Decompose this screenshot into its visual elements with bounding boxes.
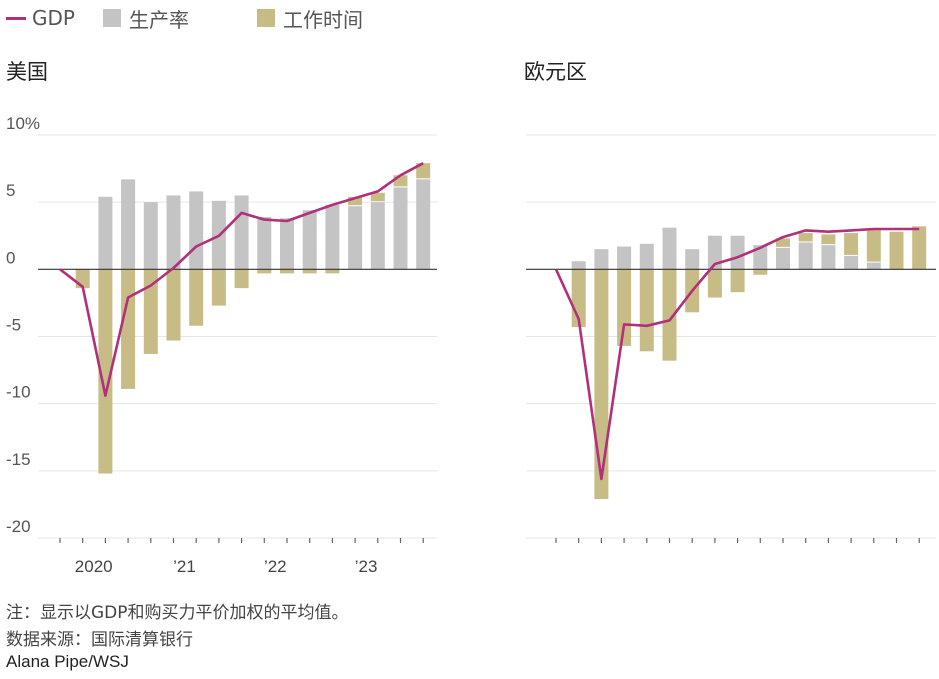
eurozone-hours-bar (639, 269, 654, 352)
eurozone-productivity-bar (753, 245, 768, 270)
us-productivity-bar (393, 187, 408, 270)
us-gdp-line (59, 162, 424, 397)
footer-credit: Alana Pipe/WSJ (6, 652, 129, 671)
us-panel-title: 美国 (6, 60, 48, 84)
eurozone-hours-bar (912, 226, 927, 270)
us-hours-bar (416, 163, 431, 179)
eurozone-gdp-line (554, 227, 920, 481)
gdp-swatch-icon (6, 16, 26, 20)
us-ytick-label: 5 (6, 181, 15, 200)
us-hours-bar (302, 269, 317, 274)
us-hours-bar (234, 269, 249, 289)
eurozone-productivity-bar (639, 243, 654, 270)
us-xtick-label: ’22 (264, 557, 287, 576)
eurozone-productivity-bar (685, 249, 700, 270)
eurozone-hours-bar (889, 231, 904, 270)
us-hours-bar (189, 269, 204, 326)
eurozone-hours-bar (594, 269, 609, 500)
us-productivity-bar (280, 218, 294, 270)
eurozone-hours-bar (798, 233, 813, 242)
us-hours-bar (393, 175, 408, 187)
footer-source: 数据来源：国际清算银行 (6, 630, 193, 650)
us-ytick-label: 10% (6, 114, 40, 133)
eurozone-productivity-bar (866, 262, 881, 270)
us-xtick-label: ’23 (355, 557, 378, 576)
us-hours-bar (98, 269, 113, 474)
eurozone-productivity-bar (662, 227, 677, 270)
eurozone-hours-bar (821, 234, 836, 245)
eurozone-hours-bar (662, 269, 677, 361)
eurozone-productivity-bar (798, 242, 813, 270)
us-productivity-bar (416, 179, 431, 270)
us-hours-bar (143, 269, 158, 354)
us-productivity-bar (98, 196, 113, 270)
hours-swatch-icon (256, 9, 275, 27)
eurozone-productivity-bar (730, 235, 745, 270)
eurozone-productivity-bar (594, 249, 609, 270)
eurozone-productivity-bar (844, 255, 859, 270)
eurozone-panel-title: 欧元区 (524, 60, 587, 84)
legend-hours-label: 工作时间 (282, 7, 363, 32)
eurozone-productivity-bar (571, 261, 586, 270)
eurozone-productivity-bar (617, 246, 632, 270)
eurozone-hours-bar (730, 269, 745, 293)
us-productivity-bar (257, 216, 272, 270)
eurozone-hours-bar (617, 269, 632, 346)
eurozone-productivity-bar (821, 245, 836, 270)
us-hours-bar (348, 196, 363, 206)
us-productivity-bar (234, 195, 249, 270)
us-ytick-label: -15 (6, 450, 31, 469)
us-productivity-bar (166, 195, 181, 270)
us-productivity-bar (121, 179, 136, 270)
us-productivity-bar (302, 210, 317, 270)
legend: GDP 生产率 工作时间 (6, 4, 391, 32)
legend-gdp-label: GDP (32, 6, 75, 30)
us-productivity-bar (189, 191, 204, 270)
legend-gdp: GDP (6, 6, 75, 30)
legend-productivity-label: 生产率 (128, 7, 189, 32)
us-hours-bar (121, 269, 136, 389)
us-xtick-label: ’21 (173, 557, 196, 576)
productivity-swatch-icon (102, 9, 121, 27)
us-ytick-label: -20 (6, 517, 31, 536)
us-productivity-bar (143, 202, 158, 270)
legend-hours: 工作时间 (256, 4, 363, 33)
eurozone-hours-bar (866, 229, 881, 262)
us-productivity-bar (325, 204, 340, 270)
eurozone-hours-bar (844, 233, 859, 255)
us-hours-bar (325, 269, 340, 274)
us-productivity-bar (370, 202, 385, 270)
eurozone-hours-bar (753, 269, 768, 275)
us-ytick-label: -10 (6, 383, 31, 402)
eurozone-hours-bar (707, 269, 722, 298)
us-hours-bar (257, 269, 272, 274)
us-ytick-label: 0 (6, 248, 15, 267)
eurozone-productivity-bar (707, 235, 722, 270)
eurozone-hours-bar (776, 238, 790, 247)
eurozone-productivity-bar (776, 247, 790, 270)
us-hours-bar (211, 269, 226, 306)
us-hours-bar (166, 269, 181, 341)
us-xtick-label: 2020 (75, 557, 113, 576)
us-ytick-label: -5 (6, 316, 21, 335)
legend-productivity: 生产率 (102, 4, 189, 33)
footer-note: 注：显示以GDP和购买力平价加权的平均值。 (6, 603, 349, 623)
us-hours-bar (370, 192, 385, 202)
us-hours-bar (280, 269, 294, 274)
us-productivity-bar (348, 206, 363, 270)
